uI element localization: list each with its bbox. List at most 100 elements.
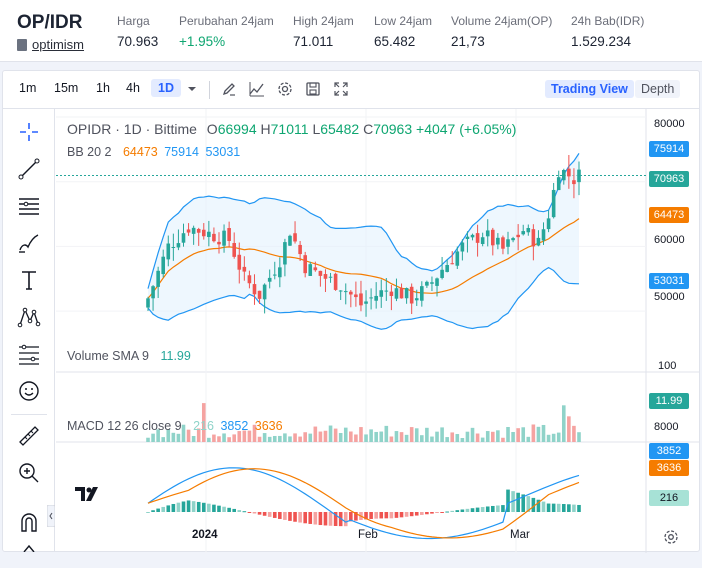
macd-line-tag: 3852 <box>649 443 689 459</box>
stat-value: 65.482 <box>374 34 416 49</box>
candle-body <box>252 284 257 295</box>
settings-gear-icon[interactable] <box>277 81 293 97</box>
macd-histogram-bar <box>191 501 196 512</box>
candle-body <box>262 284 267 300</box>
macd-histogram-bar <box>333 512 338 526</box>
macd-histogram-bar <box>181 501 186 512</box>
ruler-icon[interactable] <box>16 423 42 449</box>
candle-body <box>546 218 551 230</box>
macd-histogram-bar <box>343 512 348 527</box>
macd-histogram-bar <box>242 511 247 513</box>
horizontal-lines-icon[interactable] <box>16 193 42 219</box>
bb-lower-line <box>147 266 580 330</box>
timeframe-4h[interactable]: 4h <box>126 81 140 95</box>
macd-histogram-bar <box>384 512 389 519</box>
draw-pencil-icon[interactable] <box>221 81 237 97</box>
timeframe-1m[interactable]: 1m <box>19 81 37 95</box>
volume-bar <box>181 424 186 442</box>
candle-body <box>541 229 546 241</box>
candle-body <box>181 233 186 243</box>
volume-bar <box>480 437 485 442</box>
volume-bar <box>470 427 475 442</box>
stat-low: Low 24jam 65.482 <box>374 14 432 49</box>
bb-upper-tag: 75914 <box>649 141 689 157</box>
macd-histogram-bar <box>475 507 480 512</box>
volume-bar <box>364 434 368 442</box>
candle-body <box>511 238 515 241</box>
trend-line-icon[interactable] <box>16 156 42 182</box>
volume-bar <box>567 416 571 442</box>
indicators-icon[interactable] <box>249 81 265 97</box>
macd-histogram-bar <box>404 512 409 517</box>
magnet-icon[interactable] <box>16 509 42 535</box>
chevron-down-icon[interactable] <box>184 81 200 97</box>
candle-body <box>333 273 338 290</box>
macd-histogram-bar <box>460 509 465 512</box>
volume-bar <box>551 433 556 442</box>
candle-body <box>207 231 211 238</box>
fib-retracement-icon[interactable] <box>16 341 42 367</box>
macd-histogram-bar <box>526 496 531 512</box>
save-icon[interactable] <box>305 81 321 97</box>
macd-histogram-bar <box>501 505 505 512</box>
zoom-in-icon[interactable] <box>16 460 42 486</box>
collapse-toolbar-icon[interactable] <box>47 505 55 527</box>
volume-bar <box>526 436 531 442</box>
toolbar-divider <box>209 81 210 99</box>
candle-body <box>384 290 389 292</box>
volume-bar <box>450 432 455 442</box>
candle-body <box>389 291 394 297</box>
candle-body <box>496 237 500 245</box>
candle-body <box>435 278 439 286</box>
volume-bar <box>303 432 307 442</box>
macd-histogram-bar <box>222 506 226 512</box>
trading-view-button[interactable]: Trading View <box>545 80 634 98</box>
coin-info-link[interactable]: optimism <box>17 37 84 52</box>
macd-histogram-bar <box>313 512 318 525</box>
candle-body <box>445 264 449 272</box>
stat-value: +1.95% <box>179 34 226 49</box>
crosshair-icon[interactable] <box>16 119 42 145</box>
volume-bar <box>414 428 419 442</box>
depth-view-button[interactable]: Depth <box>635 80 681 98</box>
candle-body <box>409 286 414 304</box>
legend-macd: MACD 12 26 close 9 216 3852 3636 <box>67 419 283 433</box>
macd-histogram-bar <box>247 512 252 513</box>
timeframe-1h[interactable]: 1h <box>96 81 110 95</box>
brush-icon[interactable] <box>16 230 42 256</box>
legend-open: 66994 <box>217 121 257 137</box>
volume-bar <box>161 437 166 442</box>
volume-bar <box>541 424 546 442</box>
candle-body <box>171 247 176 249</box>
lock-drawings-icon[interactable] <box>16 542 42 552</box>
stat-value: 1.529.234 <box>571 34 632 49</box>
coin-name-link[interactable]: optimism <box>32 37 85 52</box>
fullscreen-icon[interactable] <box>333 81 349 97</box>
macd-histogram-bar <box>567 504 571 512</box>
macd-histogram-bar <box>293 512 297 522</box>
macd-histogram-bar <box>491 505 495 512</box>
pattern-tool-icon[interactable] <box>16 304 42 330</box>
candle-body <box>567 168 571 177</box>
macd-histogram-bar <box>445 511 449 513</box>
macd-label: MACD 12 26 close 9 <box>67 419 182 433</box>
timeframe-1d[interactable]: 1D <box>151 79 181 97</box>
volume-bar <box>308 433 313 442</box>
legend-low-label: L <box>312 121 321 137</box>
macd-histogram-bar <box>156 508 160 512</box>
macd-histogram-bar <box>374 512 378 519</box>
macd-histogram-bar <box>217 505 221 512</box>
text-tool-icon[interactable] <box>16 267 42 293</box>
price-chart[interactable] <box>56 109 699 553</box>
candle-body <box>288 235 292 246</box>
chart-settings-gear-icon[interactable] <box>663 529 679 545</box>
macd-histogram-bar <box>399 512 404 518</box>
emoji-icon[interactable] <box>16 378 42 404</box>
volume-bar <box>409 427 414 442</box>
volume-bar <box>191 435 196 442</box>
volume-label: Volume SMA 9 <box>67 349 149 363</box>
macd-histogram-bar <box>196 501 201 512</box>
timeframe-15m[interactable]: 15m <box>54 81 79 95</box>
candle-body <box>521 231 526 235</box>
macd-histogram-bar <box>151 510 155 512</box>
